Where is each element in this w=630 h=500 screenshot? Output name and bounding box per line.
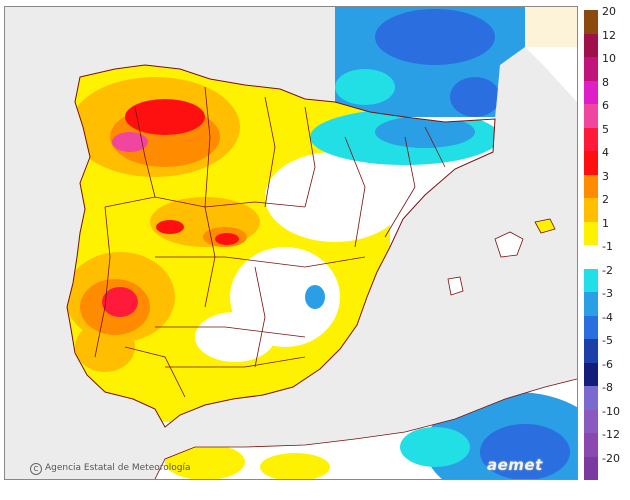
aemet-logo: aemet	[487, 456, 543, 474]
legend-label: 4	[602, 146, 609, 159]
africa-anomaly-field	[165, 392, 577, 479]
legend-swatch	[584, 362, 598, 386]
temperature-anomaly-map	[4, 6, 578, 480]
legend-label: 20	[602, 5, 616, 18]
legend-label: -5	[602, 334, 613, 347]
balearic-islands	[447, 218, 556, 296]
legend-swatch	[584, 10, 598, 34]
legend-swatch	[584, 33, 598, 57]
legend-swatch	[584, 104, 598, 128]
legend-label: 5	[602, 122, 609, 136]
legend-label: -10	[602, 404, 620, 418]
legend-label: -20	[602, 451, 620, 465]
legend-swatch	[584, 339, 598, 363]
legend-swatch	[584, 245, 598, 269]
legend-label: 12	[602, 28, 616, 42]
legend-label: 1	[602, 216, 609, 230]
france-anomaly-field	[335, 7, 577, 117]
color-legend: 20 12 10 8 6 5 4 3 2 1 -1 -2 -3 -4 -5 -6 -8 -10 -12 -20	[584, 6, 628, 480]
map-canvas	[5, 7, 577, 479]
legend-swatch	[584, 315, 598, 339]
legend-label: -8	[602, 381, 613, 394]
legend-swatch	[584, 433, 598, 457]
legend-label: 3	[602, 169, 609, 183]
legend-label: 8	[602, 75, 609, 89]
legend-label: -4	[602, 310, 613, 324]
legend-label: -3	[602, 287, 613, 300]
iberia-anomaly-field	[67, 65, 495, 422]
legend-swatch	[584, 151, 598, 175]
legend-swatch	[584, 386, 598, 410]
legend-swatch	[584, 127, 598, 151]
legend-swatch	[584, 268, 598, 292]
legend-label: 6	[602, 99, 609, 112]
legend-swatch	[584, 174, 598, 198]
legend-swatch	[584, 80, 598, 104]
iberia-coastline	[66, 64, 496, 428]
copyright-icon: C	[30, 463, 42, 475]
legend-swatch	[584, 456, 598, 480]
legend-label: -2	[602, 263, 613, 277]
legend-label: -1	[602, 240, 613, 253]
credit-line: C Agencia Estatal de Meteorología	[30, 463, 191, 475]
legend-swatch	[584, 57, 598, 81]
legend-label: -6	[602, 357, 613, 371]
legend-label: 10	[602, 52, 616, 65]
legend-label: 2	[602, 193, 609, 206]
legend-label: -12	[602, 428, 620, 441]
credit-text: Agencia Estatal de Meteorología	[45, 463, 191, 473]
legend-swatch	[584, 409, 598, 433]
legend-swatch	[584, 198, 598, 222]
legend-swatch	[584, 292, 598, 316]
province-borders	[94, 86, 446, 398]
africa-coastline	[154, 378, 577, 479]
legend-swatch	[584, 221, 598, 245]
